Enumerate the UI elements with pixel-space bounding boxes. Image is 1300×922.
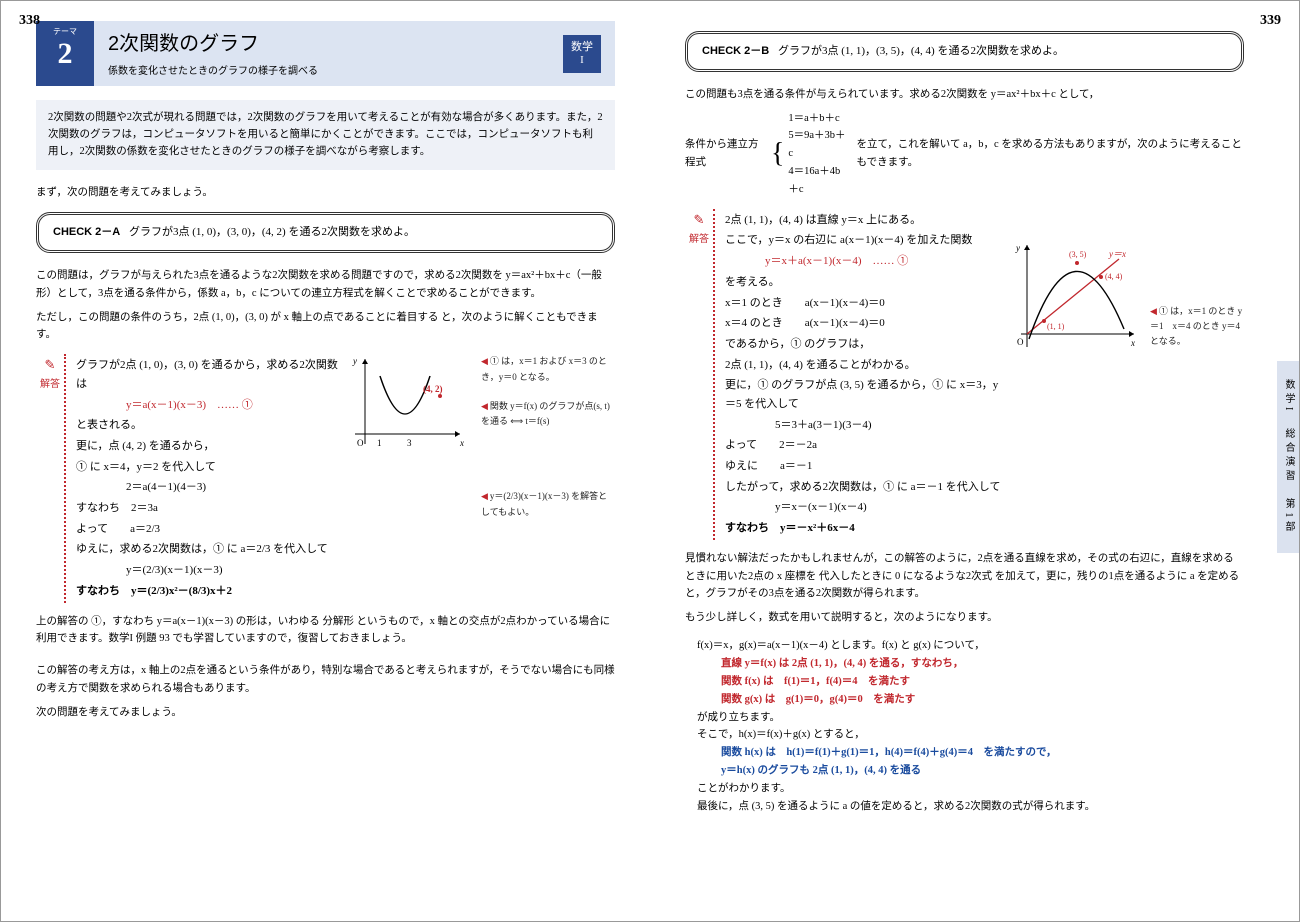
page-right: 339 CHECK 2－B グラフが3点 (1, 1)，(3, 5)，(4, 4… [650,1,1299,921]
svg-text:O: O [357,438,364,448]
svg-text:x: x [459,438,464,448]
svg-text:3: 3 [407,438,412,448]
explain-block: f(x)＝x，g(x)＝a(x－1)(x－4) とします。f(x) と g(x)… [697,637,1244,815]
svg-text:(4, 4): (4, 4) [1105,272,1123,281]
theme-header: テーマ 2 2次関数のグラフ 係数を変化させたときのグラフの様子を調べる 数学 … [36,21,615,86]
intro-box: 2次関数の問題や2次式が現れる問題では，2次関数のグラフを用いて考えることが有効… [36,100,615,170]
para-b5: もう少し詳しく，数式を用いて説明すると，次のようになります。 [685,609,1244,627]
para-a5: 次の問題を考えてみましょう。 [36,704,615,722]
graph-b: x y O y＝x (1, 1) (3, 5) (4, 4) [1009,239,1139,354]
svg-text:(3, 5): (3, 5) [1069,250,1087,259]
check-a-box: CHECK 2－A グラフが3点 (1, 0)，(3, 0)，(4, 2) を通… [36,212,615,253]
para-b4: 見慣れない解法だったかもしれませんが，この解答のように，2点を通る直線を求め，そ… [685,550,1244,604]
svg-text:(1, 1): (1, 1) [1047,322,1065,331]
subject-badge: 数学 I [563,35,601,73]
para-a1: この問題は，グラフが与えられた3点を通るような2次関数を求める問題ですので，求め… [36,267,615,303]
para-a2: ただし，この問題の条件のうち，2点 (1, 0)，(3, 0) が x 軸上の点… [36,309,615,345]
svg-text:y: y [352,356,357,366]
svg-text:O: O [1017,337,1024,347]
page-number-right: 339 [1260,9,1281,33]
svg-text:(4, 2): (4, 2) [423,384,443,394]
svg-text:y: y [1015,243,1020,253]
page-title: 2次関数のグラフ [108,27,318,61]
page-subtitle: 係数を変化させたときのグラフの様子を調べる [108,63,318,80]
answer-label: 解答 [36,354,64,602]
answer-a-notes: ① は，x＝1 および x＝3 のとき，y＝0 となる。 関数 y＝f(x) の… [475,354,615,602]
para-a3: 上の解答の ①，すなわち y＝a(x－1)(x－3) の形は，いわゆる 分解形 … [36,613,615,649]
lead-text: まず，次の問題を考えてみましょう。 [36,184,615,202]
svg-text:1: 1 [377,438,382,448]
answer-label: 解答 [685,209,713,540]
para-b1: この問題も3点を通る条件が与えられています。求める2次関数を y＝ax²＋bx＋… [685,86,1244,104]
svg-text:x: x [1130,338,1135,348]
theme-badge: テーマ 2 [36,21,94,86]
para-a4: この解答の考え方は，x 軸上の2点を通るという条件があり，特別な場合であると考え… [36,662,615,698]
title-box: 2次関数のグラフ 係数を変化させたときのグラフの様子を調べる 数学 I [94,21,615,86]
svg-text:y＝x: y＝x [1108,249,1126,259]
page-number-left: 338 [19,9,40,33]
check-b-box: CHECK 2－B グラフが3点 (1, 1)，(3, 5)，(4, 4) を通… [685,31,1244,72]
graph-a: x y O 1 3 (4, 2) [345,354,465,454]
side-tab: 数学I 総合演習 第1部 [1277,361,1299,553]
answer-b: 解答 2点 (1, 1)，(4, 4) は直線 y＝x 上にある。 ここで，y＝… [685,209,1244,540]
answer-b-notes: ① は，x＝1 のとき y＝1 x＝4 のとき y＝4 となる。 [1144,209,1244,540]
page-left: 338 テーマ 2 2次関数のグラフ 係数を変化させたときのグラフの様子を調べる… [1,1,650,921]
answer-a: 解答 グラフが2点 (1, 0)，(3, 0) を通るから，求める2次関数は y… [36,354,615,602]
